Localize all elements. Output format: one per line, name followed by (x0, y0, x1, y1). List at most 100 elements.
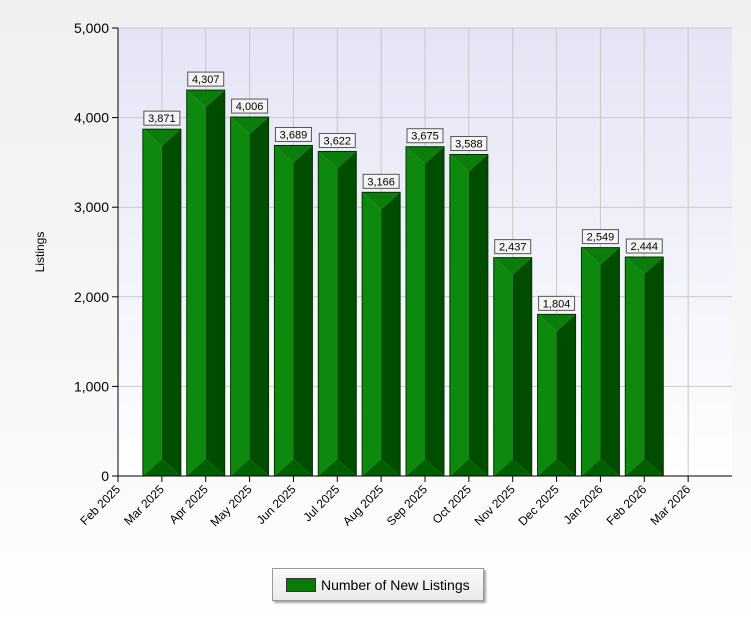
bar-left-face (625, 257, 645, 476)
x-tick-label: Feb 2025 (77, 482, 123, 528)
bar (273, 144, 313, 477)
data-label: 3,871 (148, 113, 176, 125)
bar-bottom-face (406, 459, 444, 476)
bar (142, 128, 182, 477)
data-label: 4,006 (236, 101, 264, 113)
bar (186, 89, 226, 477)
bar-top-face (493, 257, 532, 275)
bar-right-face (161, 129, 181, 477)
bar-top-face (537, 314, 576, 332)
bars (142, 89, 664, 477)
data-labels: 3,871 4,307 4,006 3,689 3,622 3,166 3,675 3,588… (143, 71, 663, 311)
bar-left-face (142, 129, 162, 477)
x-tick-label: Mar 2025 (121, 482, 167, 528)
bar-bottom-face (581, 459, 620, 476)
data-label: 3,689 (280, 129, 308, 141)
bar-right-face (381, 192, 401, 476)
bar-top-face (186, 90, 225, 108)
bar-left-face (274, 145, 294, 476)
bar-right-face (249, 117, 269, 476)
x-tick-label: Jan 2026 (561, 482, 606, 527)
data-label-box (625, 238, 663, 254)
bar-top-face (406, 146, 444, 164)
x-tick-label: Oct 2025 (430, 482, 475, 527)
data-label: 3,675 (411, 131, 439, 143)
x-tick-label: Feb 2026 (604, 482, 650, 528)
bar-right-face (600, 247, 620, 476)
bar-right-face (425, 146, 444, 476)
x-tick-label: Aug 2025 (340, 482, 386, 528)
data-label-box (538, 295, 576, 311)
data-label-box (231, 98, 269, 114)
bar-left-face (449, 154, 469, 476)
x-tick-label: Jun 2025 (254, 482, 299, 527)
bar-left-face (493, 257, 513, 476)
data-label-box (143, 110, 181, 126)
data-label: 3,588 (455, 139, 483, 151)
y-tick-label: 5,000 (74, 20, 109, 36)
bar (317, 150, 357, 477)
y-tick-label: 4,000 (74, 110, 109, 126)
bar (449, 154, 489, 477)
data-label-box (494, 239, 532, 255)
x-tick-label: May 2025 (208, 482, 255, 529)
y-tick-label: 0 (101, 468, 109, 484)
x-tick-label: Mar 2026 (648, 482, 694, 528)
y-axis-title: Listings (33, 232, 47, 273)
bar-bottom-face (537, 459, 576, 476)
bar-bottom-face (362, 459, 401, 476)
data-label: 2,437 (499, 242, 527, 254)
data-label-box (406, 128, 444, 144)
data-label: 1,804 (543, 298, 571, 310)
chart-legend: Number of New Listings (272, 568, 484, 601)
bar (624, 256, 664, 477)
bar-top-face (230, 117, 269, 135)
bar-bottom-face (449, 459, 488, 476)
bar-bottom-face (274, 459, 313, 476)
x-tick-label: Sep 2025 (384, 482, 430, 528)
bar-right-face (205, 90, 225, 476)
data-label: 4,307 (192, 74, 220, 86)
data-label-box (187, 71, 225, 87)
y-tick-label: 1,000 (74, 378, 109, 394)
bar-top-face (581, 247, 620, 265)
x-tick-label: Dec 2025 (515, 482, 561, 528)
bar-top-face (142, 129, 181, 147)
bar-top-face (274, 145, 313, 163)
bar-top-face (318, 151, 357, 169)
bar-bottom-face (230, 459, 269, 476)
bar-top-face (625, 257, 664, 275)
data-label: 3,622 (324, 135, 352, 147)
bar-bottom-face (186, 459, 225, 476)
bar-bottom-face (493, 459, 532, 476)
bar-right-face (512, 257, 532, 476)
bar-right-face (293, 145, 313, 476)
data-label-box (274, 126, 312, 142)
bar (493, 257, 533, 477)
legend-swatch (286, 577, 316, 592)
bar-right-face (468, 154, 488, 476)
x-tick-label: Apr 2025 (166, 482, 211, 527)
bar-bottom-face (142, 459, 181, 476)
bar-left-face (318, 151, 338, 476)
bar-right-face (337, 151, 357, 476)
data-label: 3,166 (367, 176, 395, 188)
bar-left-face (406, 146, 425, 476)
bar (361, 191, 401, 477)
bar-left-face (581, 247, 601, 476)
bar-left-face (537, 314, 557, 476)
bar-left-face (230, 117, 250, 476)
bar-top-face (362, 192, 401, 210)
x-tick-label: Nov 2025 (472, 482, 518, 528)
y-tick-label: 3,000 (74, 199, 109, 215)
legend-label: Number of New Listings (321, 576, 470, 593)
data-label-box (318, 132, 356, 148)
bar (537, 313, 577, 477)
y-tick-label: 2,000 (74, 289, 109, 305)
bar-bottom-face (318, 459, 357, 476)
data-label-box (362, 173, 400, 189)
data-label-box (450, 136, 488, 152)
bar-left-face (362, 192, 382, 476)
bar-left-face (186, 90, 206, 476)
bar-right-face (556, 314, 576, 476)
